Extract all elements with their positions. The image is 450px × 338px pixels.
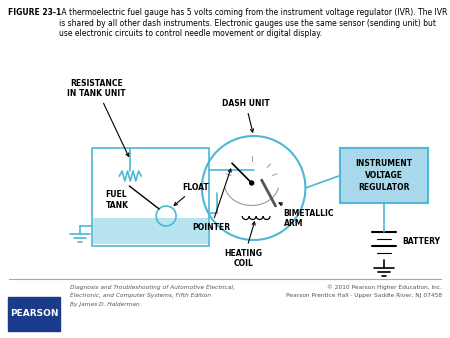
Text: FLOAT: FLOAT [174, 183, 209, 206]
Text: INSTRUMENT
VOLTAGE
REGULATOR: INSTRUMENT VOLTAGE REGULATOR [356, 159, 413, 193]
Text: DASH UNIT: DASH UNIT [222, 99, 270, 132]
Text: POINTER: POINTER [192, 169, 231, 232]
Text: FIGURE 23-1: FIGURE 23-1 [8, 8, 61, 18]
Bar [91, 148, 209, 246]
Text: A thermoelectric fuel gauge has 5 volts coming from the instrument voltage regul: A thermoelectric fuel gauge has 5 volts … [59, 8, 447, 38]
Text: © 2010 Pearson Higher Education, Inc.: © 2010 Pearson Higher Education, Inc. [327, 285, 442, 290]
Circle shape [250, 181, 254, 185]
Text: FUEL
TANK: FUEL TANK [105, 190, 128, 210]
Text: BATTERY: BATTERY [402, 238, 440, 246]
Text: PEARSON: PEARSON [10, 309, 59, 318]
Text: By James D. Halderman: By James D. Halderman [70, 302, 140, 307]
Text: Diagnosis and Troubleshooting of Automotive Electrical,: Diagnosis and Troubleshooting of Automot… [70, 285, 234, 290]
Text: BIMETALLIC
ARM: BIMETALLIC ARM [279, 203, 334, 228]
Text: Pearson Prentice Hall · Upper Saddle River, NJ 07458: Pearson Prentice Hall · Upper Saddle Riv… [286, 293, 442, 298]
FancyBboxPatch shape [340, 148, 428, 203]
Text: HEATING
COIL: HEATING COIL [225, 222, 263, 268]
Bar [93, 218, 208, 244]
Text: Electronic, and Computer Systems, Fifth Edition: Electronic, and Computer Systems, Fifth … [70, 293, 211, 298]
Text: RESISTANCE
IN TANK UNIT: RESISTANCE IN TANK UNIT [67, 79, 129, 156]
